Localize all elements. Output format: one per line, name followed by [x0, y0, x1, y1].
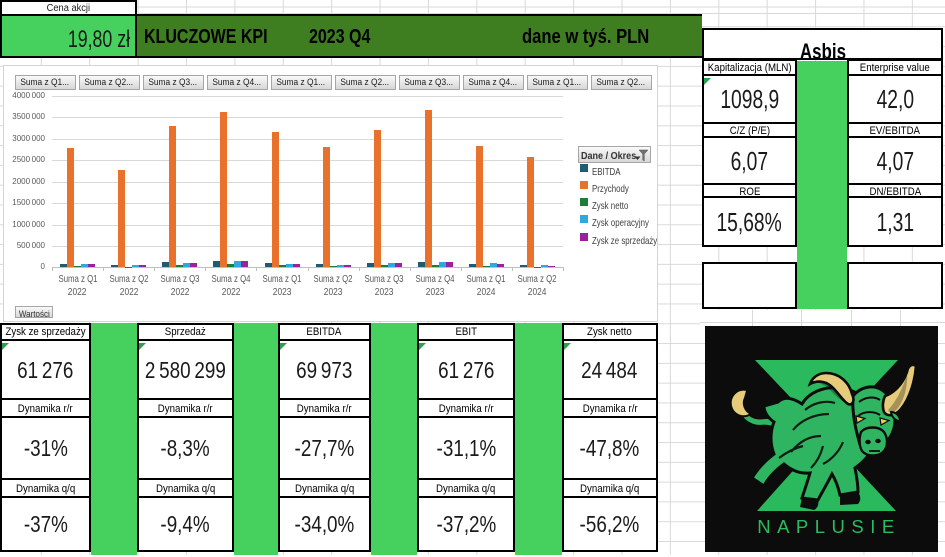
svg-text:NAPLUSIE: NAPLUSIE — [757, 516, 901, 537]
